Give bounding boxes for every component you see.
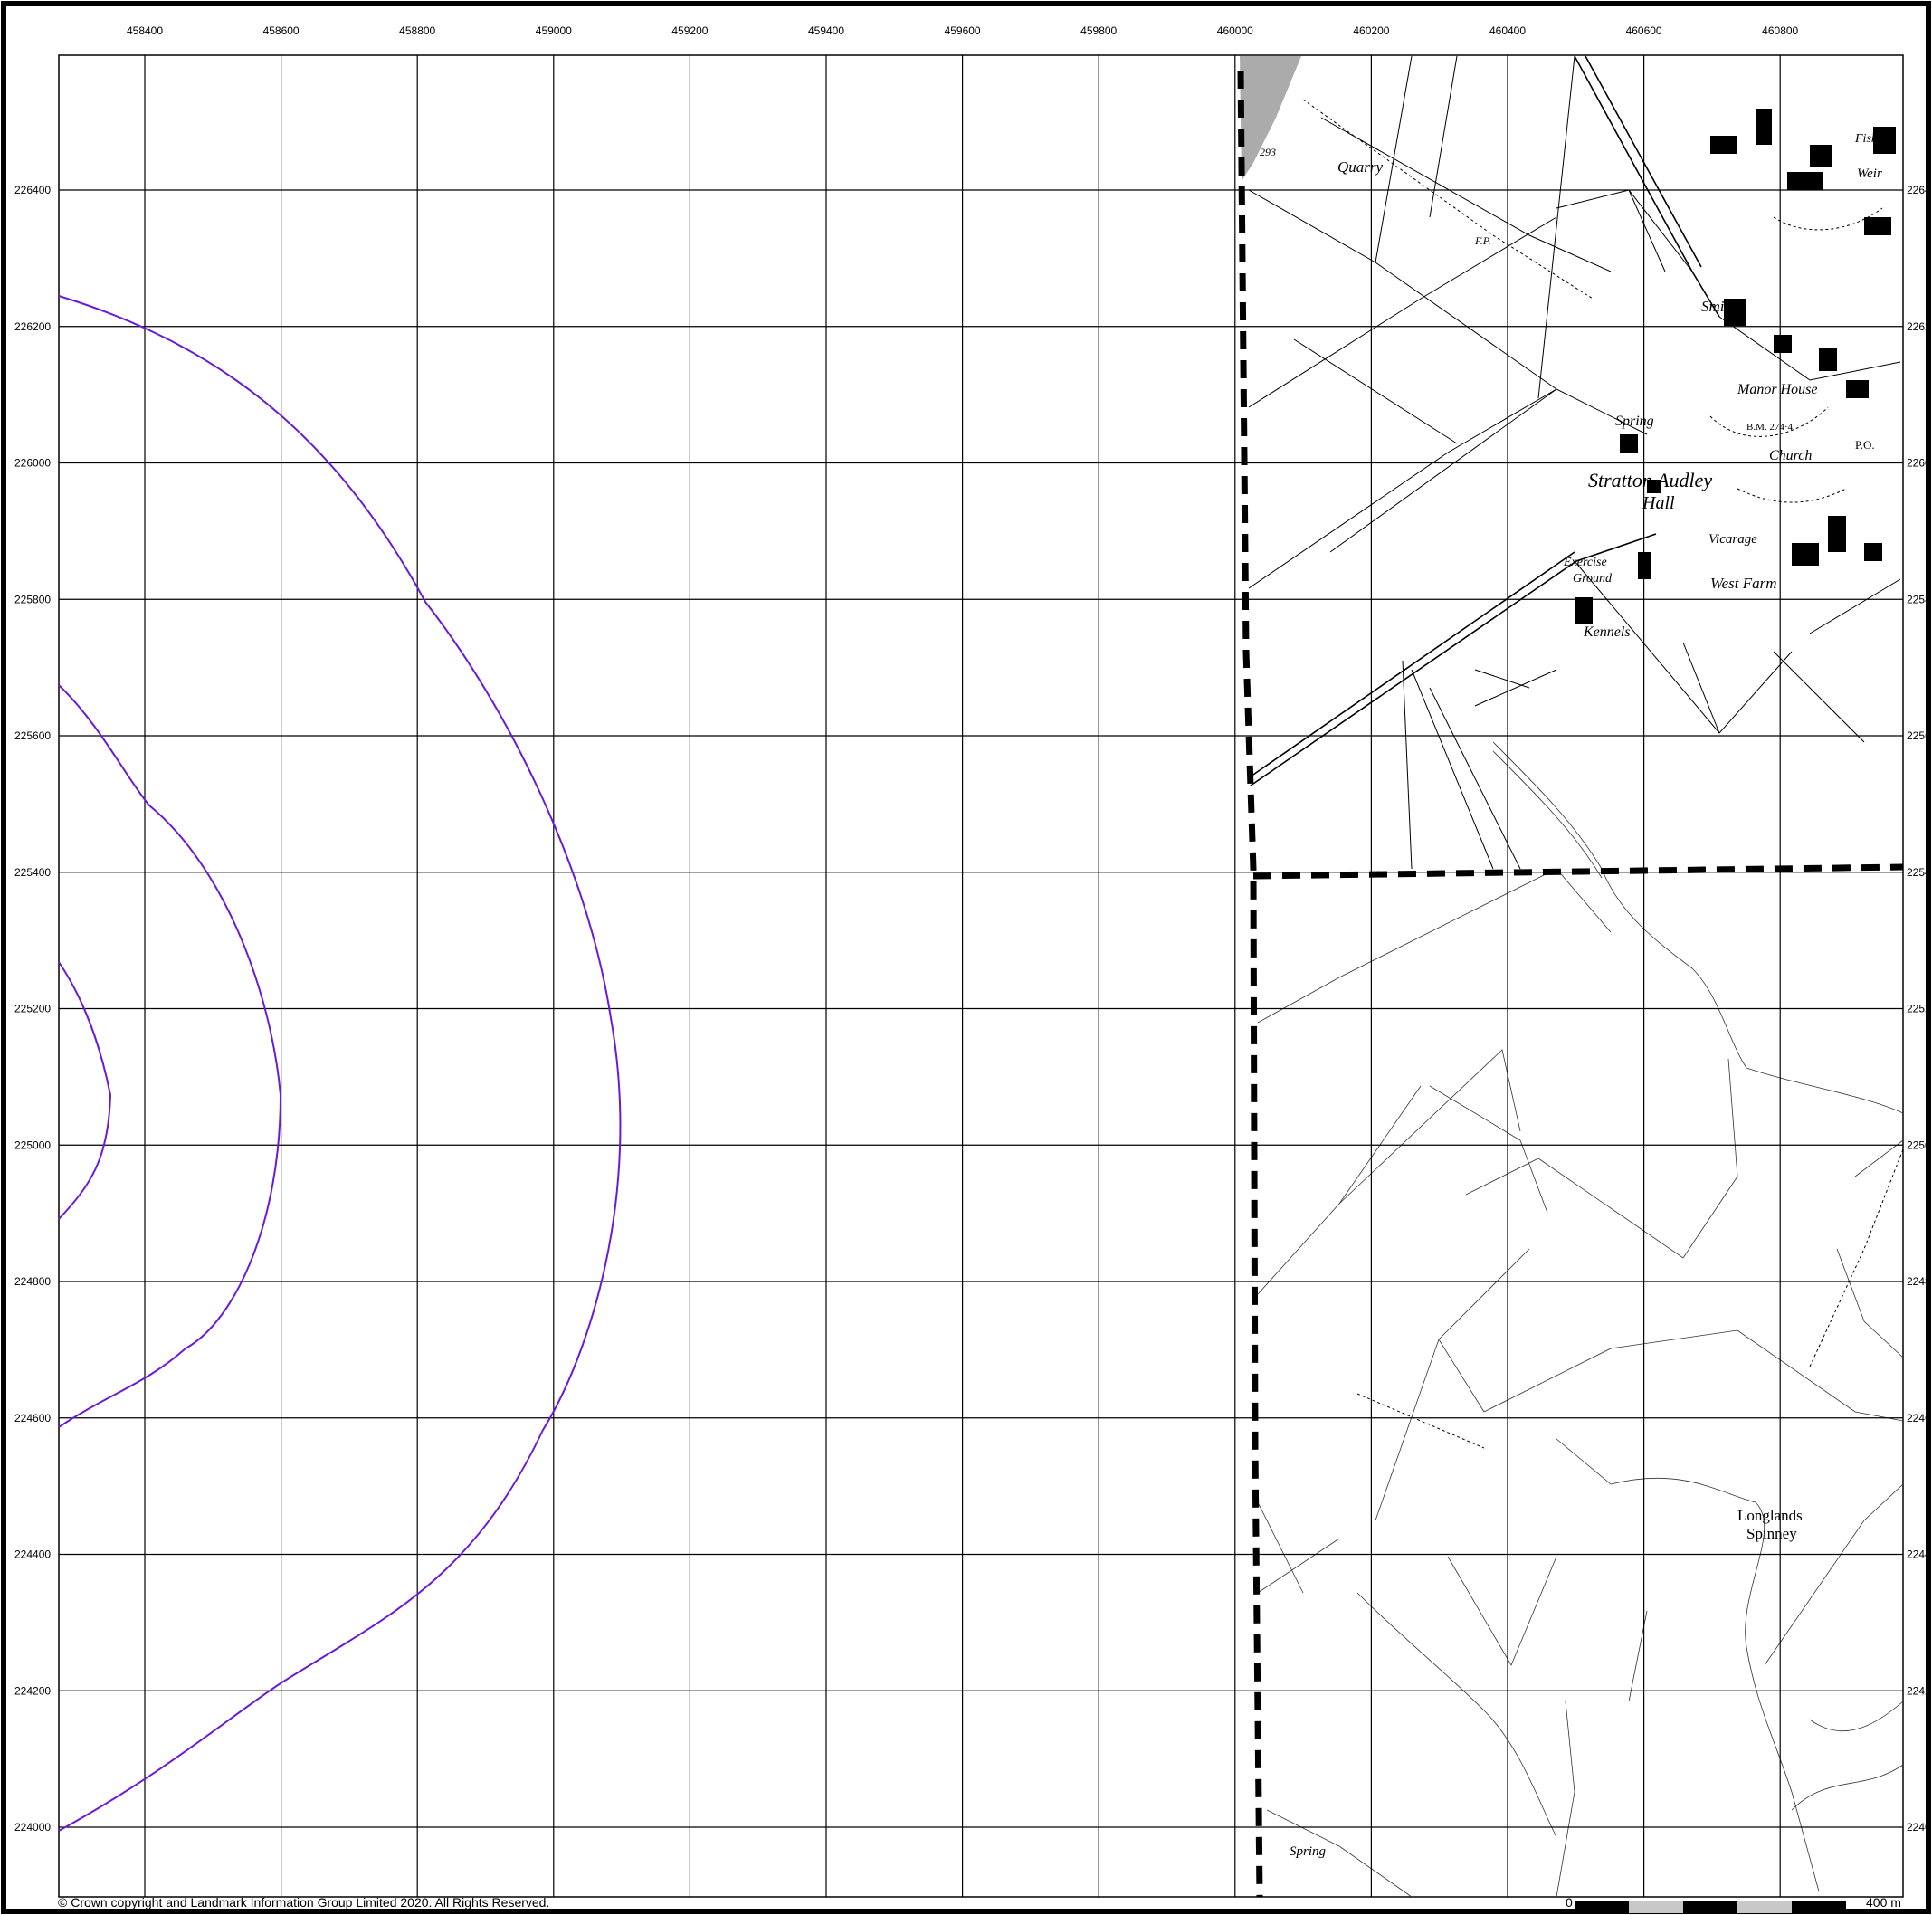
northing-label: 225600 [14, 729, 51, 742]
northing-label-right: 2244 [1907, 1548, 1931, 1561]
northing-label: 225800 [14, 593, 51, 605]
scale-bar [1575, 1901, 1846, 1913]
easting-label: 460800 [1762, 24, 1798, 37]
label-fish-p: Fish P [1854, 132, 1889, 146]
label-exercise: Exercise [1563, 556, 1607, 569]
label-spot-height: 293 [1260, 146, 1276, 158]
easting-label: 460400 [1489, 24, 1526, 37]
northing-label-right: 2262 [1907, 320, 1931, 333]
northing-label: 225000 [14, 1139, 51, 1151]
scale-end-label: 400 m [1866, 1895, 1901, 1910]
label-weir: Weir [1857, 167, 1882, 181]
northing-label: 226400 [14, 184, 51, 196]
copyright-notice: © Crown copyright and Landmark Informati… [58, 1895, 550, 1910]
easting-label: 459200 [671, 24, 708, 37]
northing-label: 226000 [14, 457, 51, 470]
site-boundary [1237, 70, 1263, 1898]
stream [1492, 741, 1904, 1114]
label-hall: Hall [1642, 493, 1675, 513]
buffer-ring-outer [58, 295, 622, 1832]
northing-labels-left: 226400 226200 226000 225800 225600 225400 2252… [14, 184, 51, 1834]
northing-label: 224400 [14, 1548, 51, 1561]
buffer-ring-inner [58, 961, 112, 1220]
northing-label-right: 2264 [1907, 184, 1931, 196]
label-spring-north: Spring [1615, 414, 1654, 429]
easting-label: 459800 [1080, 24, 1117, 37]
northing-label-right: 2254 [1907, 866, 1931, 879]
northing-label: 224200 [14, 1684, 51, 1697]
label-church: Church [1769, 448, 1812, 463]
label-vicarage: Vicarage [1708, 532, 1757, 547]
northing-label-right: 2250 [1907, 1139, 1931, 1151]
label-west-farm: West Farm [1710, 575, 1777, 592]
main-road [1250, 533, 1657, 786]
label-ground: Ground [1573, 572, 1613, 586]
buffer-ring-middle [58, 684, 282, 1428]
village-buildings [1575, 109, 1896, 624]
easting-label: 459000 [536, 24, 572, 37]
scale-start-label: 0 [1566, 1895, 1573, 1910]
easting-label: 460000 [1217, 24, 1253, 37]
northing-label-right: 2246 [1907, 1412, 1931, 1424]
label-bm: B.M. 274·4 [1746, 422, 1794, 433]
northing-label-right: 2252 [1907, 1003, 1931, 1015]
easting-label: 458800 [399, 24, 435, 37]
label-smithy: Smithy [1701, 298, 1744, 315]
label-po: P.O. [1855, 438, 1875, 452]
easting-labels: 458400 458600 458800 459000 459200 459400 4596… [127, 24, 1799, 37]
easting-label: 459400 [808, 24, 844, 37]
northing-label-right: 2256 [1907, 729, 1931, 742]
label-quarry: Quarry [1337, 158, 1384, 176]
label-spring-south: Spring [1290, 1844, 1327, 1859]
easting-label: 460600 [1626, 24, 1662, 37]
easting-label: 458400 [127, 24, 163, 37]
coordinate-grid [59, 55, 1903, 1897]
historic-map-extract [1240, 55, 1904, 1898]
northing-labels-right: 2264 2262 2260 2258 2256 2254 2252 2250 2248 2246… [1907, 184, 1931, 1834]
northing-label-right: 2240 [1907, 1821, 1931, 1834]
label-stratton-audley: Stratton Audley [1588, 469, 1712, 491]
map-border [58, 54, 1904, 1898]
label-longlands: Longlands [1737, 1507, 1803, 1524]
northing-label-right: 2248 [1907, 1275, 1931, 1288]
northing-label: 224600 [14, 1412, 51, 1424]
label-fp: F.P. [1474, 234, 1491, 247]
label-manor-house: Manor House [1737, 382, 1817, 397]
northing-label: 225400 [14, 866, 51, 879]
easting-label: 460200 [1353, 24, 1389, 37]
northing-label: 226200 [14, 320, 51, 333]
northing-label: 225200 [14, 1003, 51, 1015]
northing-label-right: 2242 [1907, 1684, 1931, 1697]
easting-label: 458600 [263, 24, 300, 37]
label-kennels: Kennels [1583, 624, 1631, 640]
label-spinney: Spinney [1746, 1525, 1797, 1542]
map-labels: Quarry 293 F.P. Smithy Manor House Sprin… [1260, 132, 1889, 1859]
site-boundary-east [1252, 863, 1904, 880]
easting-label: 459600 [945, 24, 981, 37]
northing-label: 224000 [14, 1821, 51, 1834]
quarry-hatching [1240, 56, 1301, 181]
northing-label-right: 2258 [1907, 593, 1931, 605]
northing-label: 224800 [14, 1275, 51, 1288]
northing-label-right: 2260 [1907, 457, 1931, 470]
